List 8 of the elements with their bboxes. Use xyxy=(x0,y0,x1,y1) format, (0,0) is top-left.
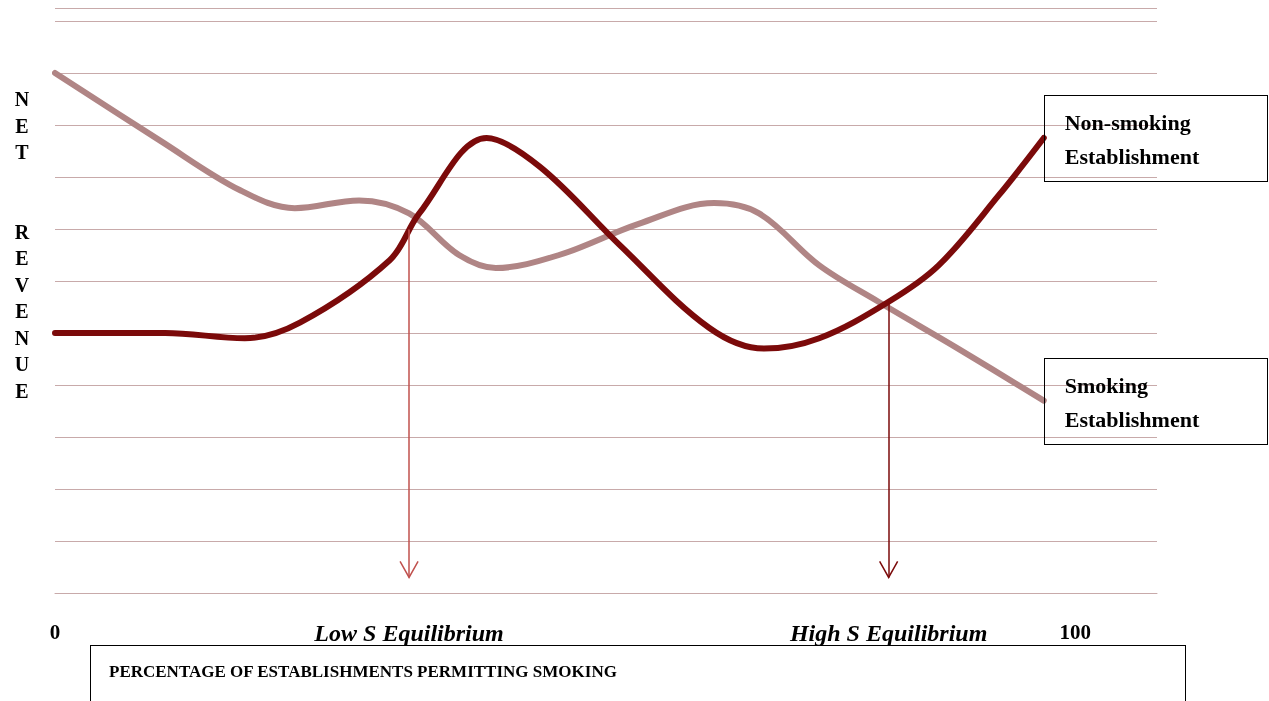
x-tick-label: 0 xyxy=(49,619,61,644)
x-tick-label: 100 xyxy=(1059,619,1092,644)
x-axis-title: PERCENTAGE OF ESTABLISHMENTS PERMITTING SMOKING xyxy=(90,645,1186,701)
x-tick-label: Low S Equilibrium xyxy=(313,620,504,646)
text: NET REVENUE xyxy=(14,88,30,402)
x-tick-label: High S Equilibrium xyxy=(788,620,988,646)
label-box: Non-smoking Establishment xyxy=(1043,95,1268,182)
label-box: Smoking Establishment xyxy=(1043,357,1268,445)
